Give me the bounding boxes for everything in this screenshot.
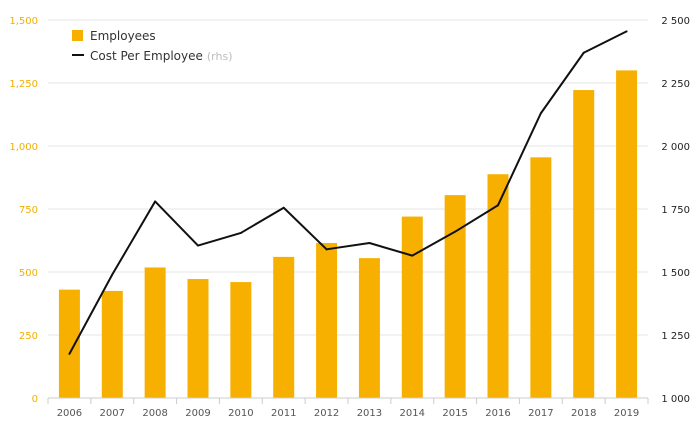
y-axis-left: 0 250 500 750 1,000 1,250 1,500 xyxy=(9,16,38,405)
bars xyxy=(58,70,638,399)
line-cost-per-employee xyxy=(68,30,628,355)
y-right-tick-label: 2 500 xyxy=(661,16,690,27)
x-tick-label: 2015 xyxy=(442,408,467,419)
x-tick-label: 2014 xyxy=(400,408,425,419)
y-left-tick-label: 500 xyxy=(19,268,38,279)
y-left-tick-label: 250 xyxy=(19,331,38,342)
x-tick-label: 2007 xyxy=(100,408,125,419)
point-cost-2019 xyxy=(625,30,628,33)
bar-employees-2012 xyxy=(316,243,338,398)
bar-employees-2019 xyxy=(616,70,638,399)
point-cost-2012 xyxy=(325,248,328,251)
point-cost-2016 xyxy=(497,204,499,207)
legend-label-cost: Cost Per Employee (rhs) xyxy=(90,49,233,63)
bar-employees-2010 xyxy=(230,282,252,398)
x-tick-label: 2019 xyxy=(614,408,639,419)
point-cost-2018 xyxy=(582,51,585,54)
cost-line-layer xyxy=(68,30,628,355)
point-cost-2017 xyxy=(539,112,542,115)
point-cost-2011 xyxy=(282,206,285,209)
bar-employees-2009 xyxy=(187,279,209,398)
bar-employees-2017 xyxy=(530,157,552,398)
point-cost-2014 xyxy=(411,254,414,257)
x-tick-label: 2010 xyxy=(228,408,253,419)
point-cost-2007 xyxy=(111,273,114,276)
x-tick-label: 2009 xyxy=(185,408,210,419)
x-tick-label: 2011 xyxy=(271,408,296,419)
bar-employees-2014 xyxy=(401,216,423,398)
x-tick-label: 2006 xyxy=(57,408,82,419)
point-cost-2009 xyxy=(197,244,199,247)
point-cost-2008 xyxy=(154,200,157,203)
x-axis: 2006 2007 2008 2009 2010 2011 2012 2013 2014 2015… xyxy=(47,397,649,419)
grid xyxy=(48,19,648,336)
y-right-tick-label: 1 250 xyxy=(661,331,690,342)
x-tick-label: 2012 xyxy=(314,408,339,419)
y-left-tick-label: 1,250 xyxy=(9,79,38,90)
legend: Employees Cost Per Employee (rhs) xyxy=(72,29,233,63)
bar-employees-2011 xyxy=(273,256,295,398)
bar-employees-2007 xyxy=(101,290,123,398)
y-left-tick-label: 1,000 xyxy=(9,142,38,153)
legend-label-cost-suffix: (rhs) xyxy=(207,50,233,63)
bar-employees-2015 xyxy=(444,195,466,398)
y-left-tick-label: 1,500 xyxy=(9,16,38,27)
x-tick-label: 2017 xyxy=(528,408,553,419)
y-left-tick-label: 750 xyxy=(19,205,38,216)
legend-label-cost-name: Cost Per Employee xyxy=(90,49,203,63)
y-right-tick-label: 1 000 xyxy=(661,394,690,405)
point-cost-2010 xyxy=(239,231,242,234)
bar-employees-2013 xyxy=(358,258,380,398)
bar-employees-2016 xyxy=(487,174,509,398)
x-tick-label: 2016 xyxy=(485,408,510,419)
legend-label-employees: Employees xyxy=(90,29,156,43)
y-right-tick-label: 1 500 xyxy=(661,268,690,279)
bar-employees-2018 xyxy=(573,90,595,398)
x-tick-label: 2008 xyxy=(142,408,167,419)
y-axis-right: 1 000 1 250 1 500 1 750 2 000 2 250 2 500 xyxy=(661,16,690,405)
x-tick-label: 2013 xyxy=(357,408,382,419)
point-cost-2015 xyxy=(454,230,457,233)
y-right-tick-label: 2 250 xyxy=(661,79,690,90)
bar-employees-2008 xyxy=(144,267,166,398)
x-tick-label: 2018 xyxy=(571,408,596,419)
y-right-tick-label: 2 000 xyxy=(661,142,690,153)
point-cost-2006 xyxy=(68,352,71,355)
bar-employees-2006 xyxy=(58,289,80,398)
y-right-tick-label: 1 750 xyxy=(661,205,690,216)
point-cost-2013 xyxy=(368,242,371,245)
legend-swatch-employees xyxy=(72,30,83,41)
y-left-tick-label: 0 xyxy=(32,394,38,405)
